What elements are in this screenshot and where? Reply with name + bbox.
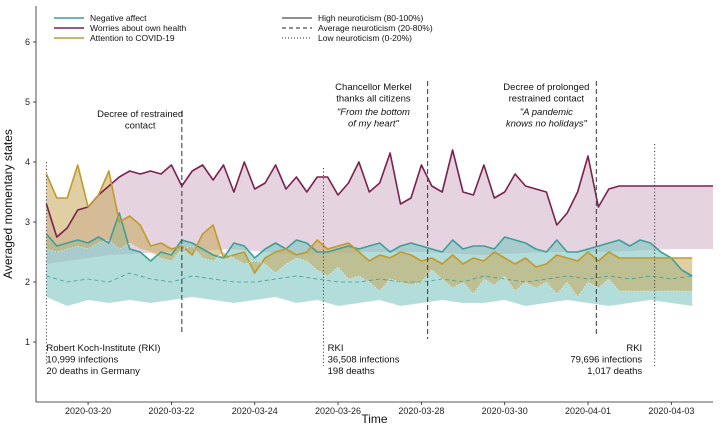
y-tick-label-1: 2 [25, 277, 30, 287]
y-tick-label-0: 1 [25, 337, 30, 347]
series-line-0 [45, 149, 713, 238]
event-label-2-2: 198 deaths [328, 366, 375, 377]
event-label-4-1: restrained contact [509, 94, 585, 105]
event-label-5-1: 79,696 infections [570, 355, 642, 366]
event-label-2-0: RKI [328, 343, 344, 354]
x-axis-title: Time [361, 412, 388, 426]
series-line-5 [45, 164, 693, 274]
legend-label-1: Worries about own health [90, 23, 187, 33]
legend-label-0: Negative affect [90, 13, 147, 23]
y-tick-label-3: 4 [25, 157, 30, 167]
series-lines [45, 149, 713, 307]
event-markers: Robert Koch-Institute (RKI)10,999 infect… [45, 81, 656, 377]
event-label-1-0: Decree of restrained [97, 109, 183, 120]
event-label-0-1: 10,999 infections [46, 355, 118, 366]
x-tick-label-5: 2020-03-30 [482, 406, 528, 416]
x-tick-label-6: 2020-04-01 [565, 406, 611, 416]
event-label-4-0: Decree of prolonged [503, 82, 589, 93]
y-axis-title: Averaged momentary states [1, 129, 15, 279]
y-tick-label-2: 3 [25, 217, 30, 227]
x-tick-label-3: 2020-03-26 [315, 406, 361, 416]
x-tick-label-0: 2020-03-20 [65, 406, 111, 416]
x-tick-label-1: 2020-03-22 [148, 406, 194, 416]
series-line-3 [46, 272, 693, 283]
y-tick-label-4: 5 [25, 97, 30, 107]
y-tick-label-5: 6 [25, 37, 30, 47]
series-line-4 [46, 296, 693, 307]
event-label-1-1: contact [125, 121, 156, 132]
x-tick-label-7: 2020-04-03 [648, 406, 694, 416]
event-label-0-2: 20 deaths in Germany [46, 366, 140, 377]
quote-label-0-1: of my heart" [348, 119, 400, 130]
series-areas [46, 150, 713, 306]
axes: 1 2 3 4 5 6 2020-03-20 2020-03-22 2020-03-24 2020… [1, 6, 713, 426]
event-label-0-0: Robert Koch-Institute (RKI) [46, 343, 160, 354]
event-label-3-1: thanks all citizens [336, 94, 411, 105]
quote-label-0-0: "From the bottom [337, 107, 410, 118]
legend-style-label-0: High neuroticism (80-100%) [318, 13, 424, 23]
covid-attention-band [46, 165, 693, 297]
x-tick-label-4: 2020-03-28 [398, 406, 444, 416]
event-label-3-0: Chancellor Merkel [335, 82, 412, 93]
event-label-2-1: 36,508 infections [328, 355, 400, 366]
series-line-6 [46, 239, 693, 298]
legend-style-label-1: Average neuroticism (20-80%) [318, 23, 433, 33]
quote-label-1-0: "A pandemic [520, 107, 573, 118]
event-label-5-0: RKI [626, 343, 642, 354]
legend-label-2: Attention to COVID-19 [90, 33, 175, 43]
x-tick-label-2: 2020-03-24 [232, 406, 278, 416]
series-line-2 [45, 212, 693, 277]
legend-style-label-2: Low neuroticism (0-20%) [318, 33, 412, 43]
quote-label-1-1: knows no holidays" [506, 119, 588, 130]
event-label-5-2: 1,017 deaths [587, 366, 642, 377]
